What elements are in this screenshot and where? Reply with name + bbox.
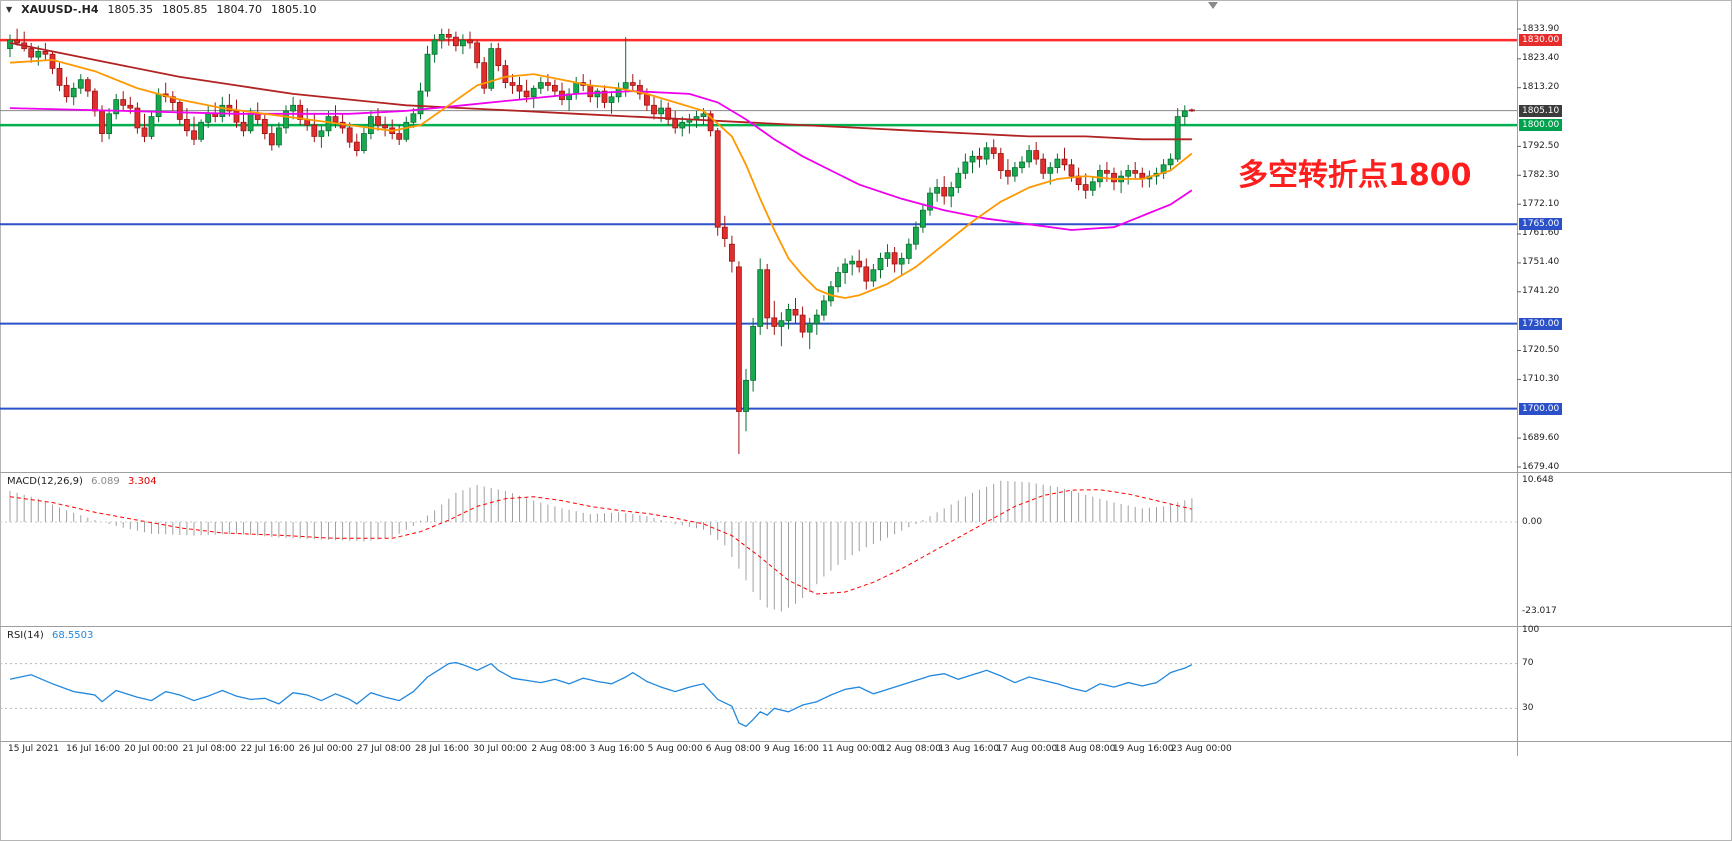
macd-histogram [9,480,1193,612]
symbol-dropdown-icon[interactable]: ▼ [6,5,13,14]
macd-indicator-header: MACD(12,26,9) 6.089 3.304 [7,476,157,487]
rsi-indicator-header: RSI(14) 68.5503 [7,630,93,641]
chart-ohlc-header: ▼ XAUUSD-.H4 1805.35 1805.85 1804.70 180… [6,3,317,16]
slow-ma-line [9,42,1192,141]
text-annotation[interactable]: 多空转折点1800 [1238,158,1472,193]
macd-signal-line [9,489,1193,595]
ohlc-low-value: 1804.70 [216,3,263,16]
rsi-line [9,661,1193,728]
ohlc-high-value: 1805.85 [162,3,208,16]
rsi-title: RSI(14) [7,630,44,641]
symbol-period-label: XAUUSD-.H4 [21,3,99,16]
ohlc-close-value: 1805.10 [271,3,317,16]
chart-shift-marker[interactable] [1208,2,1218,9]
macd-title: MACD(12,26,9) [7,476,83,487]
medium-ma-line [9,90,1193,231]
rsi-value: 68.5503 [51,630,94,641]
fast-ma-line [9,58,1193,299]
price-horizontal-lines [0,38,1517,410]
ohlc-open-value: 1805.35 [107,3,154,16]
macd-main-value: 6.089 [91,476,120,487]
macd-signal-value: 3.304 [127,476,157,487]
